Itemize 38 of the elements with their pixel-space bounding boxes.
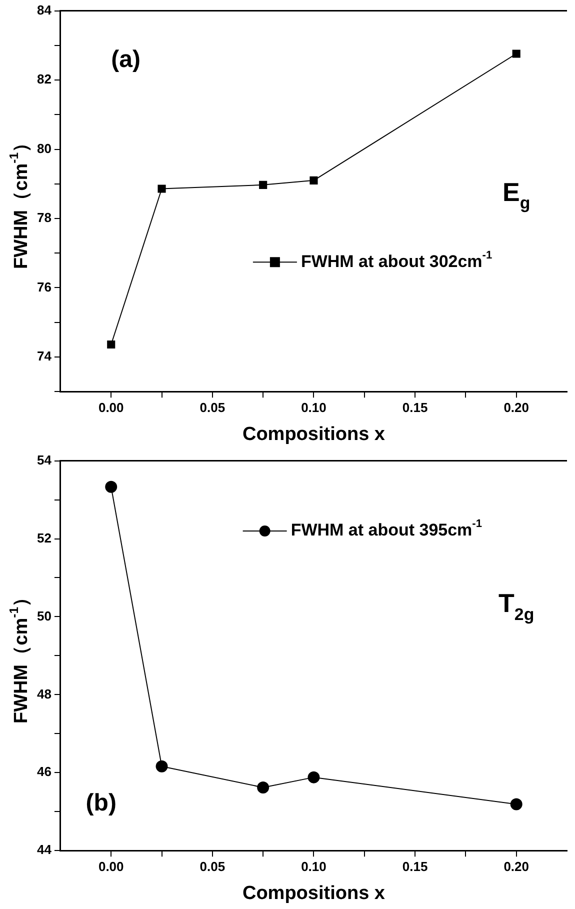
y-tick-label: 54	[36, 452, 52, 468]
point	[308, 771, 320, 784]
y-tick-label: 46	[36, 764, 52, 780]
y-tick-label: 44	[36, 842, 52, 858]
point	[105, 480, 118, 493]
point	[510, 798, 522, 810]
y-axis-title: FWHM（cm-1）	[6, 588, 32, 724]
x-axis-title: Compositions x	[242, 424, 386, 445]
y-tick-label: 74	[36, 348, 52, 364]
point	[156, 760, 168, 772]
point	[310, 176, 318, 184]
y-tick-label: 50	[36, 608, 52, 624]
y-tick-label: 80	[36, 140, 52, 156]
annotation: (b)	[86, 789, 116, 816]
point	[107, 340, 116, 349]
x-tick-label: 0.05	[200, 858, 226, 874]
x-tick-label: 0.10	[301, 400, 326, 415]
x-axis-title: Compositions x	[242, 882, 386, 904]
point	[259, 180, 268, 189]
point	[158, 184, 166, 193]
y-tick-label: 84	[36, 2, 52, 18]
y-tick-label: 82	[36, 72, 52, 87]
x-tick-label: 0.00	[98, 400, 124, 415]
x-tick-label: 0.20	[504, 858, 529, 874]
x-tick-label: 0.15	[402, 858, 428, 874]
x-tick-label: 0.20	[504, 400, 529, 415]
annotation: (a)	[111, 46, 140, 73]
point	[512, 50, 520, 58]
x-tick-label: 0.05	[200, 400, 226, 415]
y-tick-label: 48	[36, 686, 52, 702]
y-tick-label: 76	[36, 279, 52, 294]
y-axis-title: FWHM（cm-1）	[6, 133, 32, 269]
y-tick-label: 52	[36, 530, 52, 546]
x-tick-label: 0.10	[301, 858, 326, 874]
x-tick-label: 0.15	[402, 400, 428, 415]
y-tick-label: 78	[36, 210, 52, 226]
point	[257, 781, 270, 794]
x-tick-label: 0.00	[98, 858, 124, 874]
